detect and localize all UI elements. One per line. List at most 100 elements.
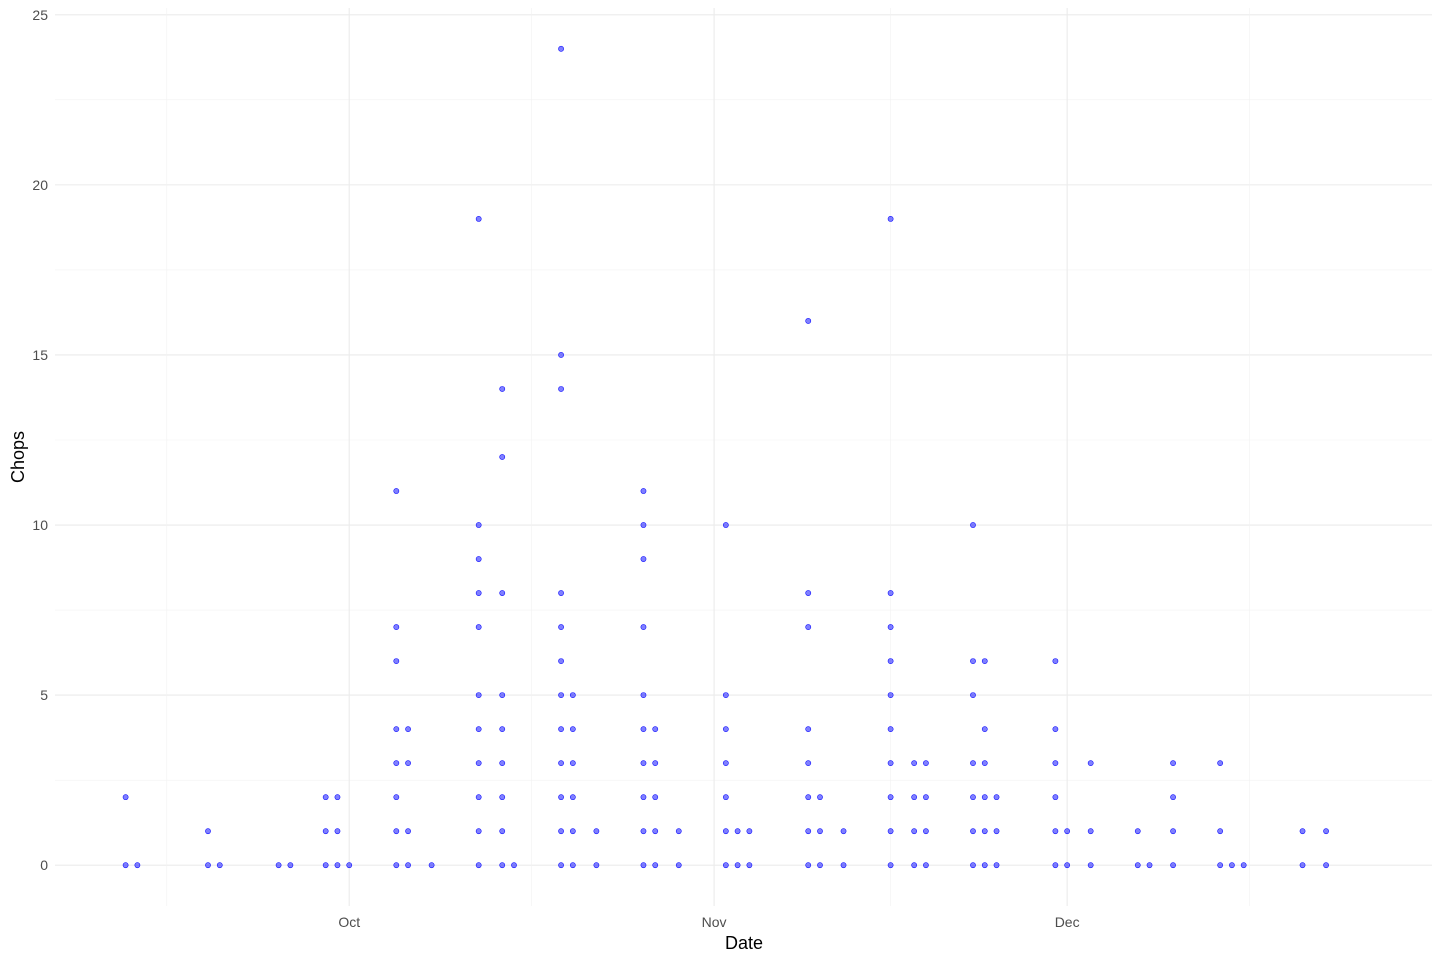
data-point	[393, 760, 400, 767]
data-point	[1299, 862, 1306, 869]
data-point	[593, 828, 600, 835]
data-point	[475, 556, 482, 562]
data-point	[1052, 828, 1059, 835]
data-point	[205, 862, 211, 869]
data-point	[1170, 828, 1176, 835]
data-point	[511, 862, 517, 869]
data-point	[1052, 794, 1059, 801]
data-point	[1217, 828, 1224, 835]
data-point	[805, 624, 812, 630]
data-point	[1087, 862, 1094, 869]
y-tick-label: 15	[32, 347, 48, 363]
data-point	[499, 590, 506, 596]
data-point	[1170, 862, 1176, 869]
data-point	[475, 692, 482, 699]
data-point	[569, 760, 576, 767]
data-point	[405, 726, 411, 733]
data-point	[393, 794, 400, 801]
data-point	[1240, 862, 1247, 869]
data-point	[805, 794, 812, 801]
data-point	[475, 215, 482, 222]
data-point	[805, 828, 812, 835]
data-point	[475, 624, 482, 630]
y-axis-title: Chops	[8, 431, 28, 483]
data-point	[640, 624, 647, 630]
data-point	[805, 318, 812, 324]
data-point	[558, 658, 564, 664]
data-point	[805, 590, 812, 596]
data-point	[499, 828, 506, 835]
data-point	[734, 828, 741, 835]
data-point	[805, 726, 812, 733]
data-point	[923, 760, 929, 767]
data-point	[970, 862, 976, 869]
data-point	[1087, 760, 1094, 767]
data-point	[746, 862, 753, 869]
data-point	[734, 862, 741, 869]
data-point	[805, 760, 812, 767]
data-point	[640, 488, 647, 494]
data-point	[640, 760, 647, 767]
data-point	[993, 828, 1000, 835]
data-point	[911, 862, 918, 869]
data-point	[593, 862, 600, 869]
data-point	[887, 726, 894, 733]
data-point	[817, 828, 823, 835]
data-point	[722, 794, 729, 801]
data-points	[122, 45, 1329, 869]
data-point	[1323, 828, 1329, 835]
data-point	[640, 726, 647, 733]
data-point	[911, 760, 918, 767]
data-point	[499, 760, 506, 767]
data-point	[393, 862, 400, 869]
data-point	[475, 590, 482, 596]
data-point	[1217, 760, 1224, 767]
data-point	[722, 828, 729, 835]
data-point	[1299, 828, 1306, 835]
data-point	[722, 522, 729, 528]
data-point	[216, 862, 223, 869]
data-point	[475, 862, 482, 869]
data-point	[887, 624, 894, 630]
data-point	[558, 45, 564, 52]
data-point	[475, 760, 482, 767]
data-point	[1087, 828, 1094, 835]
data-point	[652, 828, 659, 835]
data-point	[1064, 828, 1071, 835]
data-point	[652, 760, 659, 767]
data-point	[569, 862, 576, 869]
data-point	[346, 862, 353, 869]
data-point	[640, 862, 647, 869]
data-point	[569, 726, 576, 733]
data-point	[1217, 862, 1224, 869]
data-point	[970, 794, 976, 801]
data-point	[558, 828, 564, 835]
data-point	[569, 692, 576, 699]
data-point	[334, 828, 341, 835]
data-point	[722, 692, 729, 699]
data-point	[887, 828, 894, 835]
data-point	[640, 794, 647, 801]
data-point	[499, 386, 506, 392]
data-point	[134, 862, 141, 869]
data-point	[1146, 862, 1153, 869]
data-point	[1052, 862, 1059, 869]
y-tick-label: 0	[40, 857, 48, 873]
data-point	[405, 862, 411, 869]
grid	[55, 8, 1432, 906]
data-point	[1170, 794, 1176, 801]
data-point	[970, 658, 976, 664]
data-point	[722, 862, 729, 869]
data-point	[911, 828, 918, 835]
data-point	[122, 862, 129, 869]
data-point	[393, 624, 400, 630]
data-point	[393, 726, 400, 733]
data-point	[970, 522, 976, 528]
data-point	[640, 692, 647, 699]
data-point	[558, 352, 564, 358]
data-point	[887, 760, 894, 767]
data-point	[499, 726, 506, 733]
data-point	[887, 862, 894, 869]
data-point	[405, 760, 411, 767]
data-point	[652, 726, 659, 733]
